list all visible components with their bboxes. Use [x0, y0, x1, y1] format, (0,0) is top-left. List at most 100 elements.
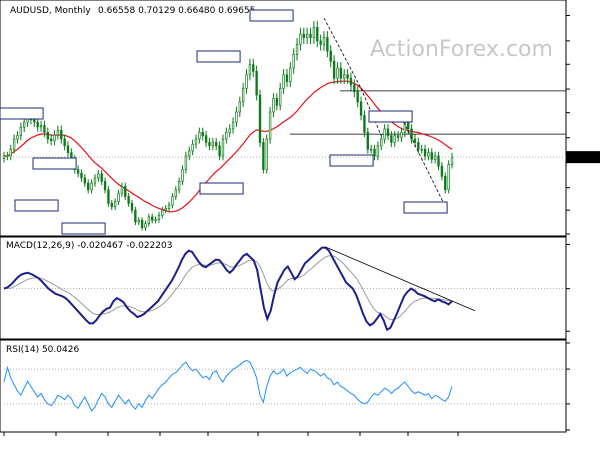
price-candles — [2, 20, 454, 231]
rsi-gridlines — [4, 368, 566, 405]
candle-body — [66, 145, 70, 153]
price-annotation-box — [0, 107, 44, 120]
candle-body — [346, 74, 349, 79]
candle-body — [258, 94, 262, 143]
candle-body — [343, 74, 346, 79]
candle-body — [279, 87, 282, 106]
price-annotation-box — [61, 222, 106, 235]
candle-body — [275, 98, 279, 106]
moving-average-line — [4, 80, 453, 213]
candle-body — [137, 219, 140, 223]
candle-body — [140, 219, 144, 229]
candle-body — [191, 143, 194, 152]
macd-panel-frame — [0, 236, 567, 340]
candle-body — [427, 152, 430, 157]
candle-body — [49, 138, 53, 142]
candle-body — [248, 64, 252, 76]
price-annotation-box — [368, 110, 413, 123]
candle-body — [295, 43, 299, 55]
current-price-marker — [4, 151, 600, 164]
candle-body — [309, 33, 312, 38]
macd-trendline-line — [325, 246, 476, 312]
candle-body — [376, 145, 380, 157]
candle-body — [231, 121, 235, 130]
candle-body — [83, 177, 87, 184]
candle-body — [410, 128, 413, 140]
candle-body — [124, 186, 127, 197]
fib-levels — [290, 90, 566, 135]
x-axis — [3, 432, 459, 436]
price-panel: AUDUSD, Monthly 0.66558 0.70129 0.66480 … — [0, 0, 600, 237]
candle-body — [208, 142, 211, 147]
price-annotation-box — [329, 154, 374, 167]
candle-body — [161, 209, 164, 216]
candle-body — [113, 201, 117, 208]
candle-body — [157, 214, 161, 220]
candle-body — [12, 138, 16, 150]
candle-body — [43, 125, 46, 133]
price-panel-title: AUDUSD, Monthly — [10, 6, 91, 16]
candle-body — [76, 169, 80, 174]
candle-body — [262, 142, 265, 170]
candle-body — [16, 135, 19, 140]
macd-signal-line — [4, 255, 453, 321]
candle-body — [356, 91, 359, 103]
candle-body — [353, 84, 356, 93]
candle-body — [268, 111, 272, 140]
macd-main-line — [3, 246, 453, 332]
candle-body — [400, 131, 403, 138]
candle-body — [60, 129, 63, 140]
candle-body — [282, 74, 285, 89]
candle-body — [181, 169, 184, 182]
candle-body — [450, 156, 454, 165]
candle-body — [329, 50, 332, 62]
candle-body — [285, 74, 289, 82]
candle-body — [363, 115, 366, 133]
candle-body — [444, 175, 447, 191]
current-price-box — [566, 151, 600, 164]
candle-body — [390, 135, 393, 143]
candle-body — [396, 135, 400, 138]
candle-body — [225, 131, 228, 140]
candle-body — [440, 165, 444, 177]
candle-body — [151, 216, 154, 221]
rsi-value-line — [3, 359, 453, 412]
candle-body — [90, 182, 93, 191]
candle-body — [19, 126, 23, 137]
candle-body — [184, 155, 188, 170]
candle-body — [241, 87, 245, 103]
candle-body — [198, 131, 201, 140]
price-panel-frame — [0, 0, 567, 237]
candle-body — [97, 173, 100, 179]
candle-body — [174, 189, 177, 197]
candle-body — [80, 172, 83, 179]
macd-panel: MACD(12,26,9) -0.020467 -0.022203 — [0, 236, 570, 340]
candle-body — [221, 138, 225, 157]
candle-body — [56, 129, 60, 136]
candle-body — [359, 101, 363, 116]
candle-body — [103, 181, 107, 191]
candle-body — [147, 216, 151, 224]
candle-body — [53, 134, 56, 142]
candle-body — [110, 202, 113, 208]
candle-body — [120, 186, 124, 194]
candle-body — [322, 37, 326, 45]
candle-body — [93, 177, 97, 184]
candle-body — [386, 128, 390, 137]
candle-body — [413, 138, 417, 143]
candle-body — [211, 142, 215, 147]
candle-body — [100, 173, 103, 182]
candle-body — [383, 128, 386, 140]
candle-body — [336, 67, 339, 79]
candle-body — [144, 223, 147, 229]
candle-body — [373, 148, 376, 157]
candle-body — [188, 150, 191, 157]
macd-lines — [3, 246, 453, 332]
price-annotation-box — [32, 157, 77, 170]
price-ohlc-values: 0.66558 0.70129 0.66480 0.69655 — [98, 6, 255, 16]
candle-body — [326, 37, 329, 52]
rsi-line — [3, 359, 453, 412]
candle-body — [154, 219, 157, 221]
candle-body — [33, 119, 36, 123]
